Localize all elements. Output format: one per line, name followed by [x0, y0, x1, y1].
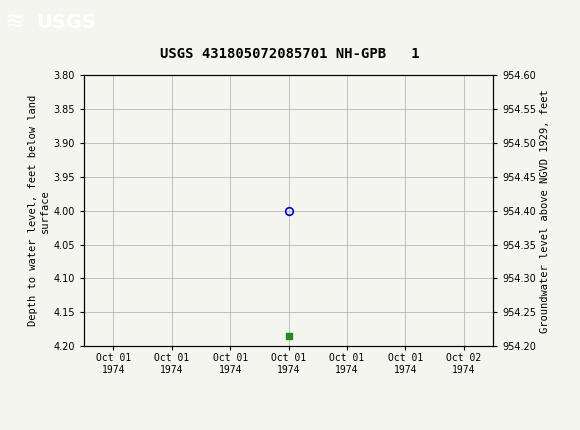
Text: USGS 431805072085701 NH-GPB   1: USGS 431805072085701 NH-GPB 1: [160, 47, 420, 61]
Text: USGS: USGS: [36, 13, 96, 32]
Y-axis label: Groundwater level above NGVD 1929, feet: Groundwater level above NGVD 1929, feet: [540, 89, 550, 332]
Text: ≋: ≋: [4, 11, 25, 34]
Y-axis label: Depth to water level, feet below land
surface: Depth to water level, feet below land su…: [28, 95, 49, 326]
